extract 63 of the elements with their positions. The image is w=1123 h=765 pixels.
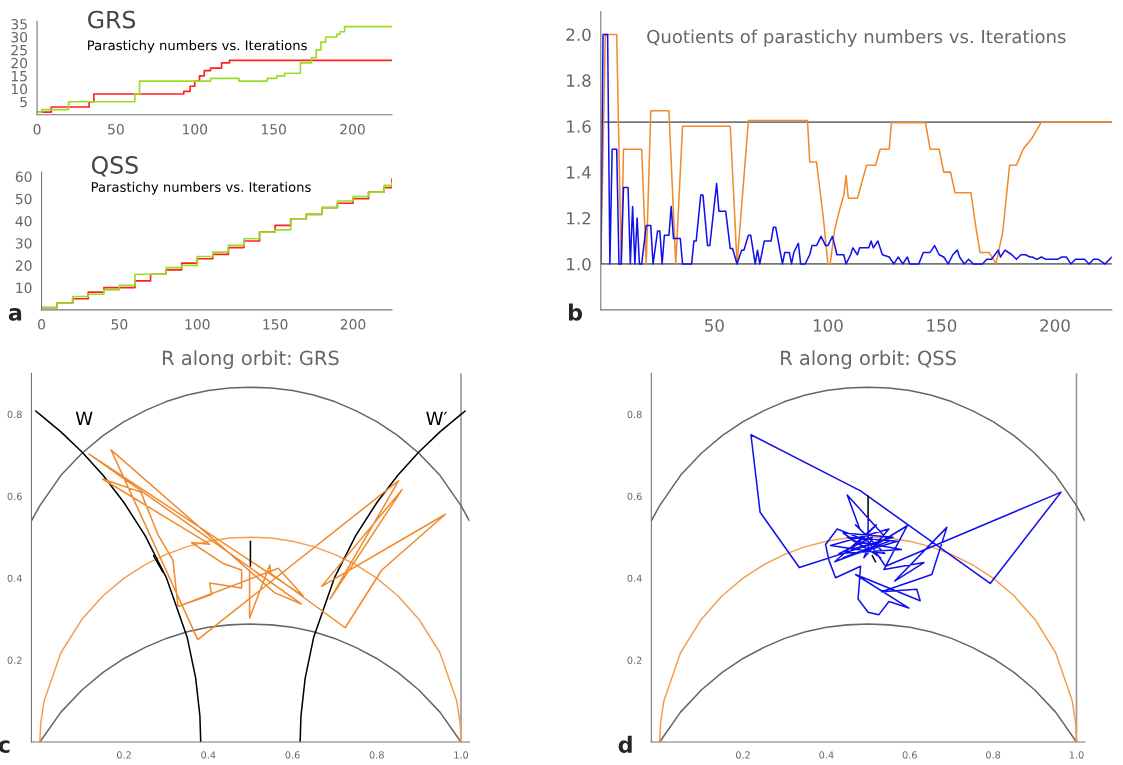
- x-tick-label: 100: [813, 319, 843, 332]
- x-tick-label: 0.6: [902, 751, 917, 759]
- y-tick-label: 60: [15, 171, 32, 183]
- y-tick-label: 0.6: [627, 492, 642, 501]
- x-tick-label: 200: [1040, 319, 1070, 332]
- x-tick-label: 1.0: [454, 751, 469, 759]
- y-tick-label: 35: [11, 18, 27, 30]
- x-tick-label: 50: [705, 319, 724, 332]
- x-tick-label: 100: [185, 319, 210, 330]
- y-tick-label: 20: [11, 57, 28, 69]
- text: Quotients of parastichy numbers vs. Iterations: [647, 29, 1066, 47]
- y-tick-label: 25: [11, 44, 27, 56]
- y-tick-label: 0.4: [627, 574, 642, 582]
- chart-title: QSS: [91, 156, 138, 177]
- y-tick-label: 0.6: [7, 492, 22, 501]
- y-tick-label: 1.6: [567, 120, 591, 133]
- y-tick-label: 0.2: [7, 656, 22, 664]
- y-tick-label: 0.4: [7, 574, 22, 582]
- x-tick-label: 200: [340, 319, 366, 330]
- annotation: W′: [426, 411, 448, 425]
- text: Parastichy numbers vs. Iterations: [91, 181, 311, 195]
- x-tick-label: 50: [111, 319, 128, 330]
- y-tick-label: 50: [15, 193, 32, 205]
- y-tick-label: 20: [15, 260, 32, 271]
- y-tick-label: 15: [11, 71, 27, 82]
- y-tick-label: 0.2: [627, 656, 642, 664]
- x-tick-label: 0.4: [819, 751, 834, 759]
- y-tick-label: 0.8: [7, 410, 22, 419]
- y-tick-label: 40: [15, 215, 32, 227]
- x-tick-label: 150: [263, 319, 288, 330]
- x-tick-label: 0: [38, 319, 46, 330]
- x-tick-label: 0.2: [117, 751, 131, 759]
- x-tick-label: 150: [927, 319, 957, 332]
- annotation: W: [75, 411, 93, 425]
- y-tick-label: 1.8: [567, 74, 591, 87]
- text: b: [568, 303, 583, 321]
- x-tick-label: 0.2: [735, 751, 750, 759]
- x-tick-label: 0.4: [201, 751, 216, 759]
- x-tick-label: 0.8: [986, 751, 1001, 759]
- y-tick-label: 1.2: [567, 211, 591, 225]
- y-tick-label: 1.0: [567, 257, 591, 271]
- y-tick-label: 5: [20, 96, 27, 108]
- x-tick-label: 50: [108, 124, 124, 135]
- x-tick-label: 0.8: [369, 751, 384, 759]
- text: a: [8, 308, 22, 321]
- chart-title: R along orbit: GRS: [163, 350, 339, 370]
- text: d: [618, 735, 632, 754]
- y-tick-label: 0.8: [627, 410, 642, 419]
- y-tick-label: 30: [15, 238, 32, 249]
- y-tick-label: 30: [11, 31, 28, 43]
- x-tick-label: 200: [340, 124, 365, 135]
- chart-title: GRS: [88, 10, 136, 29]
- x-tick-label: 100: [183, 124, 208, 135]
- y-tick-label: 10: [11, 83, 28, 95]
- x-tick-label: 0: [33, 124, 41, 135]
- x-tick-label: 150: [261, 124, 286, 135]
- y-tick-label: 2.0: [566, 28, 591, 41]
- y-tick-label: 1.4: [567, 166, 591, 179]
- text: Parastichy numbers vs. Iterations: [88, 40, 307, 53]
- y-tick-label: 10: [16, 282, 32, 294]
- x-tick-label: 1.0: [1069, 751, 1084, 759]
- x-tick-label: 0.6: [285, 751, 300, 759]
- chart-title: R along orbit: QSS: [781, 350, 956, 370]
